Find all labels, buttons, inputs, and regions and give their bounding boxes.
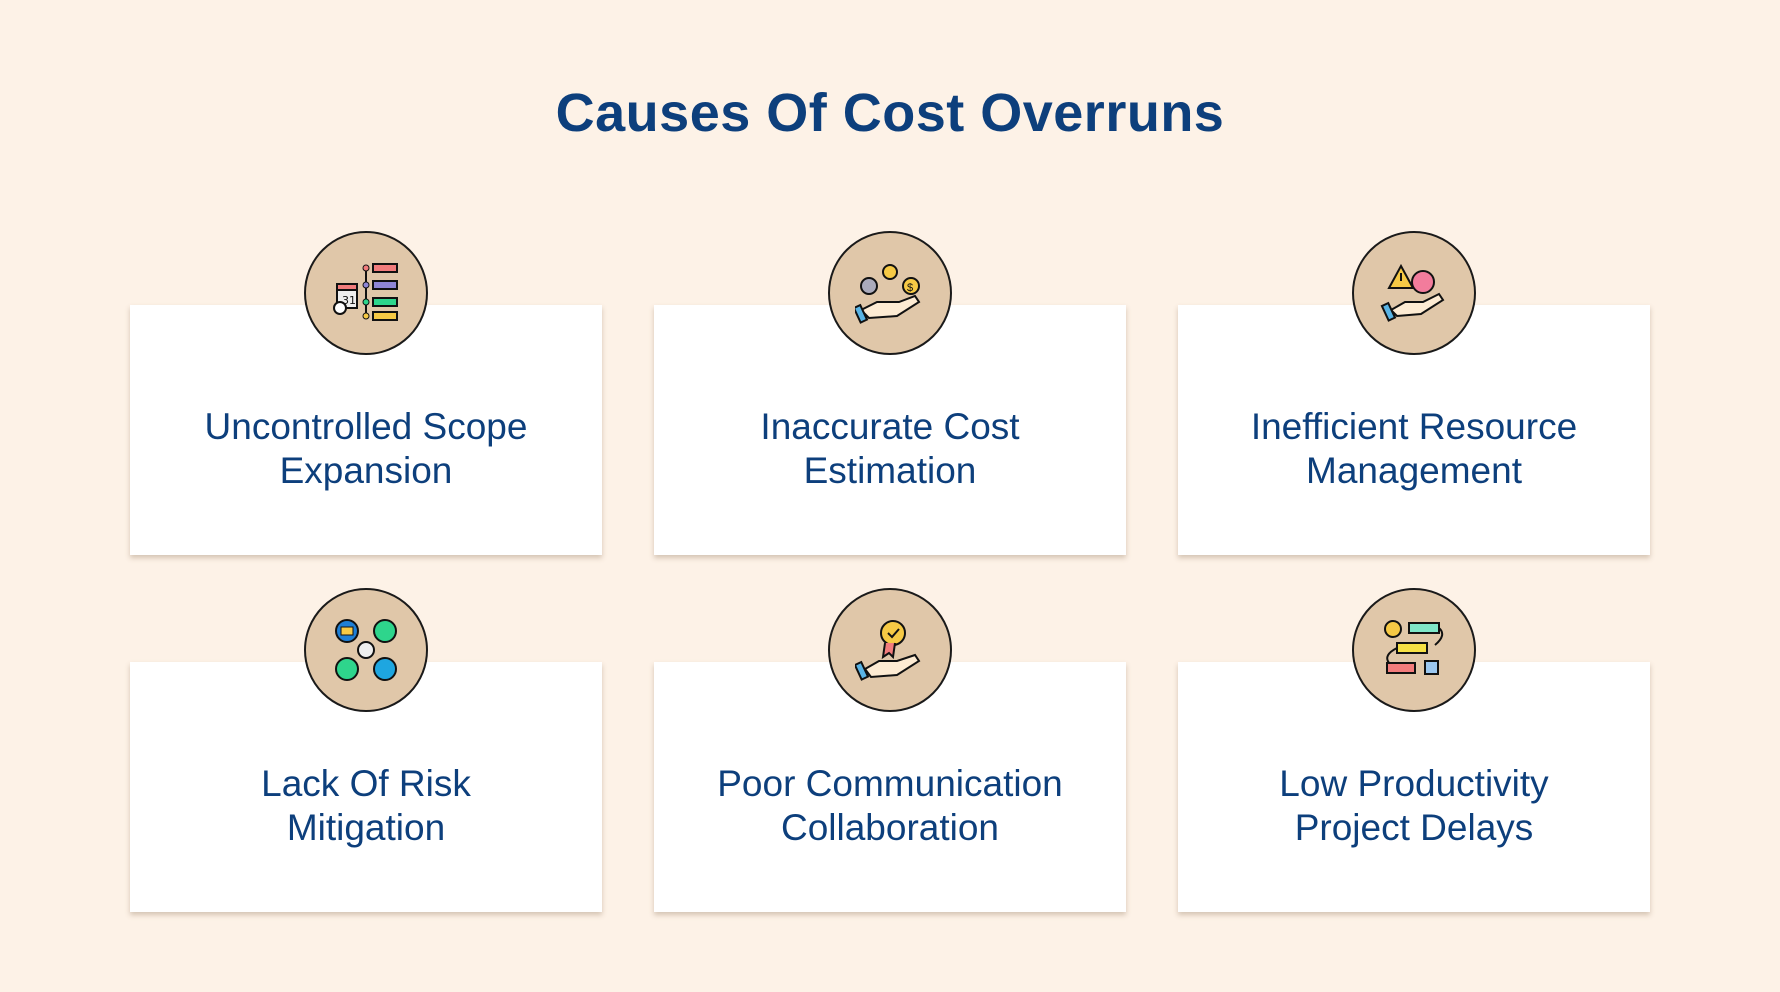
cause-card: Inefficient Resource Management [1178,305,1650,555]
workflow-gear-icon-graphic [1384,620,1444,675]
timeline-calendar-icon: 31 [304,231,428,355]
cause-label-line2: Project Delays [1294,807,1534,848]
cause-label-line2: Collaboration [780,807,1000,848]
page-title: Causes Of Cost Overruns [555,83,1225,143]
cause-label-line2: Management [1306,450,1522,491]
cause-label-line1: Poor Communication [717,763,1063,804]
hand-award-badge-icon-graphic [855,620,921,681]
cause-label-line1: Uncontrolled Scope [204,406,528,447]
hand-cost-gear-icon-graphic: $ [855,264,921,324]
cause-label: Poor Communication Collaboration [664,762,1116,850]
cause-label: Low Productivity Project Delays [1188,762,1640,850]
cause-label: Inefficient Resource Management [1188,405,1640,493]
communication-network-icon [304,588,428,712]
cause-label-line2: Mitigation [286,807,446,848]
timeline-calendar-icon-graphic: 31 [333,263,398,321]
cause-label-line1: Inefficient Resource [1250,406,1578,447]
cause-label-line1: Lack Of Risk [261,763,471,804]
hand-cost-gear-icon: $ [828,231,952,355]
workflow-gear-icon [1352,588,1476,712]
cause-label-line1: Inaccurate Cost [760,406,1020,447]
cause-label: Inaccurate Cost Estimation [664,405,1116,493]
hand-warning-gear-icon [1352,231,1476,355]
cause-label: Uncontrolled Scope Expansion [140,405,592,493]
svg-text:$: $ [907,282,913,294]
cause-label-line1: Low Productivity [1279,763,1549,804]
hand-award-badge-icon [828,588,952,712]
cause-label-line2: Estimation [803,450,977,491]
cause-label: Lack Of Risk Mitigation [140,762,592,850]
communication-network-icon-graphic [335,619,397,681]
hand-warning-gear-icon-graphic [1380,263,1445,322]
cause-label-line2: Expansion [279,450,453,491]
